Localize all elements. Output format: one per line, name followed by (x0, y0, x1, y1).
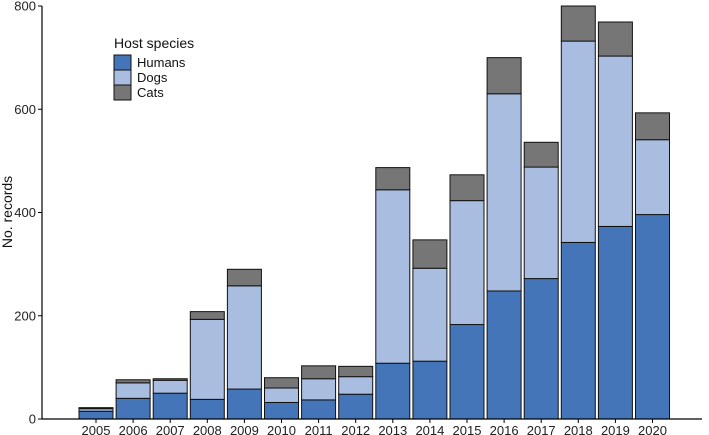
x-tick-label-2007: 2007 (156, 423, 185, 435)
y-tick-label-600: 600 (14, 102, 36, 117)
bar-dogs-2015 (449, 200, 485, 326)
bar-dogs-2017 (523, 166, 559, 280)
x-tick-label-2015: 2015 (453, 423, 482, 435)
x-tick-label-2013: 2013 (378, 423, 407, 435)
bar-humans-2015 (449, 324, 485, 420)
bar-humans-2014 (412, 360, 448, 420)
legend-title: Host species (114, 35, 194, 51)
x-tick-label-2012: 2012 (341, 423, 370, 435)
bar-dogs-2006 (115, 382, 151, 399)
bar-humans-2011 (301, 399, 337, 420)
x-tick-label-2011: 2011 (305, 423, 333, 435)
x-tick-label-2017: 2017 (527, 423, 556, 435)
bar-humans-2007 (152, 392, 188, 420)
legend-swatch-cats (113, 84, 132, 101)
bar-humans-2016 (486, 290, 522, 420)
x-tick-label-2008: 2008 (193, 423, 222, 435)
bar-humans-2009 (226, 388, 262, 420)
x-axis-ticks: 2005 2006 2007 2008 2009 2010 2011 2012 2013 2014… (82, 419, 667, 435)
x-tick-label-2005: 2005 (82, 423, 111, 435)
bar-humans-2012 (338, 393, 374, 420)
bar-dogs-2009 (226, 285, 262, 390)
y-tick-label-0: 0 (29, 412, 36, 427)
y-axis-ticks: 0 200 400 600 800 (14, 0, 42, 427)
x-tick-label-2009: 2009 (230, 423, 259, 435)
bar-dogs-2011 (301, 378, 337, 401)
bar-humans-2017 (523, 278, 559, 420)
x-tick-label-2018: 2018 (564, 423, 593, 435)
bar-cats-2007 (152, 378, 188, 381)
legend-label-dogs: Dogs (137, 70, 168, 85)
bar-humans-2020 (635, 214, 670, 420)
bar-cats-2013 (375, 167, 411, 191)
legend-label-cats: Cats (137, 85, 164, 100)
y-tick-label-400: 400 (14, 205, 36, 220)
legend-swatch-humans (113, 54, 132, 71)
bar-dogs-2007 (152, 379, 188, 394)
bar-dogs-2019 (597, 55, 633, 227)
y-axis-title: No. records (0, 176, 15, 248)
x-tick-label-2020: 2020 (638, 423, 667, 435)
bar-dogs-2008 (189, 318, 225, 400)
bar-humans-2005 (78, 410, 114, 420)
bar-cats-2017 (523, 141, 559, 168)
bar-cats-2009 (226, 268, 262, 287)
legend-label-humans: Humans (137, 55, 186, 70)
bar-dogs-2012 (338, 376, 374, 395)
bar-cats-2010 (264, 377, 299, 389)
bar-cats-2011 (301, 365, 337, 380)
bars-layer (78, 5, 670, 420)
bar-cats-2008 (189, 311, 225, 320)
x-tick-label-2019: 2019 (601, 423, 630, 435)
bar-dogs-2010 (264, 387, 299, 403)
bar-dogs-2016 (486, 93, 522, 292)
y-tick-label-200: 200 (14, 308, 36, 323)
x-tick-label-2016: 2016 (490, 423, 519, 435)
legend-swatch-dogs (113, 69, 132, 86)
bar-humans-2013 (375, 362, 411, 420)
bar-dogs-2013 (375, 189, 411, 364)
bar-cats-2019 (597, 21, 633, 57)
bar-cats-2014 (412, 239, 448, 269)
bar-humans-2006 (115, 397, 151, 420)
bar-humans-2018 (560, 241, 596, 420)
bar-dogs-2014 (412, 267, 448, 362)
bar-dogs-2020 (635, 139, 670, 216)
bar-humans-2008 (189, 398, 225, 420)
x-tick-label-2006: 2006 (119, 423, 148, 435)
bar-cats-2005 (78, 407, 114, 410)
bar-cats-2015 (449, 174, 485, 202)
bar-cats-2012 (338, 365, 374, 378)
y-tick-label-800: 800 (14, 0, 36, 14)
bar-cats-2018 (560, 5, 596, 42)
bar-cats-2016 (486, 57, 522, 95)
x-tick-label-2014: 2014 (415, 423, 444, 435)
bar-humans-2010 (264, 401, 299, 420)
bar-humans-2019 (597, 225, 633, 420)
bar-cats-2020 (635, 112, 670, 141)
x-tick-label-2010: 2010 (267, 423, 296, 435)
bar-cats-2006 (115, 379, 151, 384)
bar-dogs-2018 (560, 40, 596, 243)
